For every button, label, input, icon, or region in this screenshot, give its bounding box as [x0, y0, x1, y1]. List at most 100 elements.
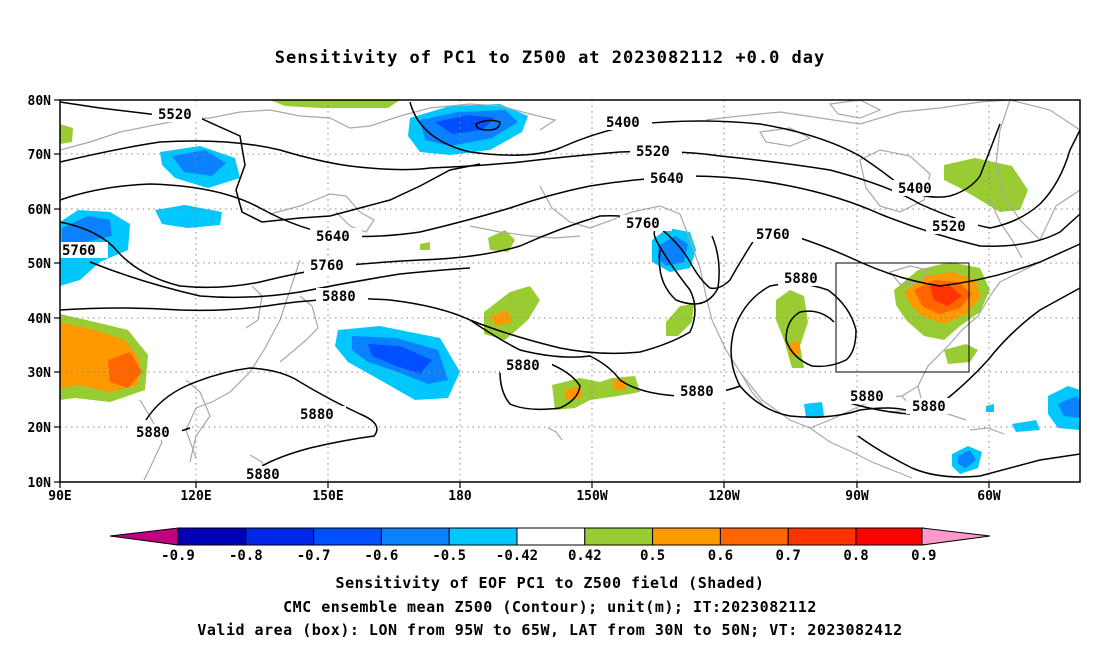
lat-label: 30N [28, 366, 52, 381]
contour-5400-npac [409, 101, 1001, 198]
shade-green-nw [60, 124, 73, 144]
contour-label: 5760 [62, 243, 96, 259]
lat-label: 40N [28, 312, 52, 327]
contour-label-20: 5880 [906, 398, 958, 415]
contour-label: 5760 [626, 216, 660, 232]
coast-hawaii [547, 427, 563, 441]
lon-label: 180 [448, 489, 472, 504]
shade-darkblue-mid [368, 344, 432, 374]
coast-okhotsk [269, 193, 347, 215]
colorbar-tick-label: -0.5 [432, 548, 466, 564]
lon-labels: 90E 120E 150E 180 150W 120W 90W 60W [48, 489, 1001, 504]
page-title: Sensitivity of PC1 to Z500 at 2023082112… [274, 48, 826, 68]
contour-label-14: 5880 [500, 357, 552, 374]
colorbar-cell [516, 527, 586, 546]
shade-green-p2 [488, 230, 515, 252]
lat-label: 10N [28, 476, 52, 491]
colorbar-cell [855, 527, 925, 546]
colorbar-tick-label: 0.7 [776, 548, 801, 564]
coast-arctic-can [705, 99, 1011, 125]
contour-label: 5520 [158, 107, 192, 123]
contour-label-4: 5640 [644, 170, 696, 187]
coast-indochina [139, 399, 163, 481]
colorbar-tick-label: 0.9 [911, 548, 936, 564]
contour-5880-inner [658, 235, 720, 305]
contour-5880-sw [145, 367, 378, 467]
contour-label-11: 5760 [750, 226, 802, 243]
colorbar-tick-label: -0.7 [297, 548, 331, 564]
colorbar-cell [584, 527, 654, 546]
contour-label-3: 5520 [630, 143, 682, 160]
colorbar-cell [787, 527, 857, 546]
coast-china-sea [185, 379, 211, 463]
shade-orange-p5 [564, 386, 582, 400]
lon-label: 90W [845, 489, 869, 504]
coast-japan [279, 295, 319, 363]
colorbar-cell [652, 527, 721, 546]
contour-label: 5640 [316, 229, 350, 245]
colorbar-tick-label: -0.42 [496, 548, 538, 564]
shade-green-p1 [270, 100, 400, 108]
contour-label: 5880 [506, 358, 540, 374]
coast-arctic-islands [759, 127, 812, 147]
colorbar-cell [313, 527, 382, 546]
shade-green-eus2 [944, 344, 978, 364]
lon-label: 150E [312, 489, 343, 504]
shade-cyan-atl3 [986, 404, 994, 412]
contour-label-15: 5880 [674, 383, 726, 400]
lat-label: 50N [28, 257, 52, 272]
contour-label-9: 5640 [310, 228, 362, 245]
shade-cyan-w2 [155, 205, 222, 228]
contour-5880-main [59, 227, 696, 355]
shade-green-greenland [944, 158, 1028, 212]
colorbar-tick-label: 0.42 [568, 548, 602, 564]
contour-label: 5760 [310, 258, 344, 274]
coast-carib-islands [969, 427, 1005, 435]
shade-darkorange-asia [108, 352, 142, 388]
shade-green-wus [776, 290, 808, 368]
contour-label-10: 5760 [304, 257, 356, 274]
colorbar-tick-label: -0.9 [161, 548, 195, 564]
colorbar-cell [719, 527, 789, 546]
contour-label-5: 5760 [620, 215, 672, 232]
contour-5880-na [730, 283, 857, 387]
coast-alaska-west [539, 185, 681, 229]
contour-label: 5880 [322, 289, 356, 305]
contour-label: 5880 [136, 425, 170, 441]
colorbar-labels: -0.9 -0.8 -0.7 -0.6 -0.5 -0.42 0.42 0.5 0.6 0.7 0.… [161, 548, 936, 564]
shade-green-p3 [420, 242, 430, 250]
contour-label-16: 5880 [294, 406, 346, 423]
coast-central-am [809, 427, 913, 479]
caption-shading: Sensitivity of EOF PC1 to Z500 field (Sh… [335, 574, 765, 592]
contour-label-2: 5400 [600, 114, 652, 131]
contour-label-17: 5880 [130, 424, 182, 441]
contour-label-7: 5520 [926, 218, 978, 235]
shade-blue-w3 [172, 150, 226, 176]
contour-5760-b [89, 261, 471, 299]
contour-label-12: 5880 [316, 288, 368, 305]
coast-great-lakes [888, 265, 929, 285]
valid-area-box [835, 262, 970, 373]
contour-5880-carib [857, 435, 1081, 478]
colorbar-cell [177, 527, 247, 546]
colorbar: -0.9 -0.8 -0.7 -0.6 -0.5 -0.42 0.42 0.5 0.6 0.7 0.… [109, 527, 991, 564]
contour-5400-loop [475, 119, 501, 131]
contour-5640-mid [59, 175, 1081, 247]
colorbar-tick-label: -0.8 [229, 548, 263, 564]
shade-green-p4 [484, 286, 540, 340]
caption-valid-area: Valid area (box): LON from 95W to 65W, L… [197, 621, 903, 639]
contour-label: 5400 [606, 115, 640, 131]
colorbar-cell [245, 527, 315, 546]
colorbar-tick-label: -0.6 [365, 548, 399, 564]
contour-label: 5880 [850, 389, 884, 405]
contour-label-18: 5880 [240, 466, 292, 483]
contour-label: 5880 [246, 467, 280, 483]
map-frame [59, 99, 1081, 483]
shade-blue-nep [658, 236, 688, 266]
lon-label: 60W [977, 489, 1001, 504]
shade-blue-carib [958, 450, 976, 468]
coast-korea [245, 285, 263, 329]
coast-baja [739, 371, 765, 407]
colorbar-max-arrow [921, 527, 991, 546]
